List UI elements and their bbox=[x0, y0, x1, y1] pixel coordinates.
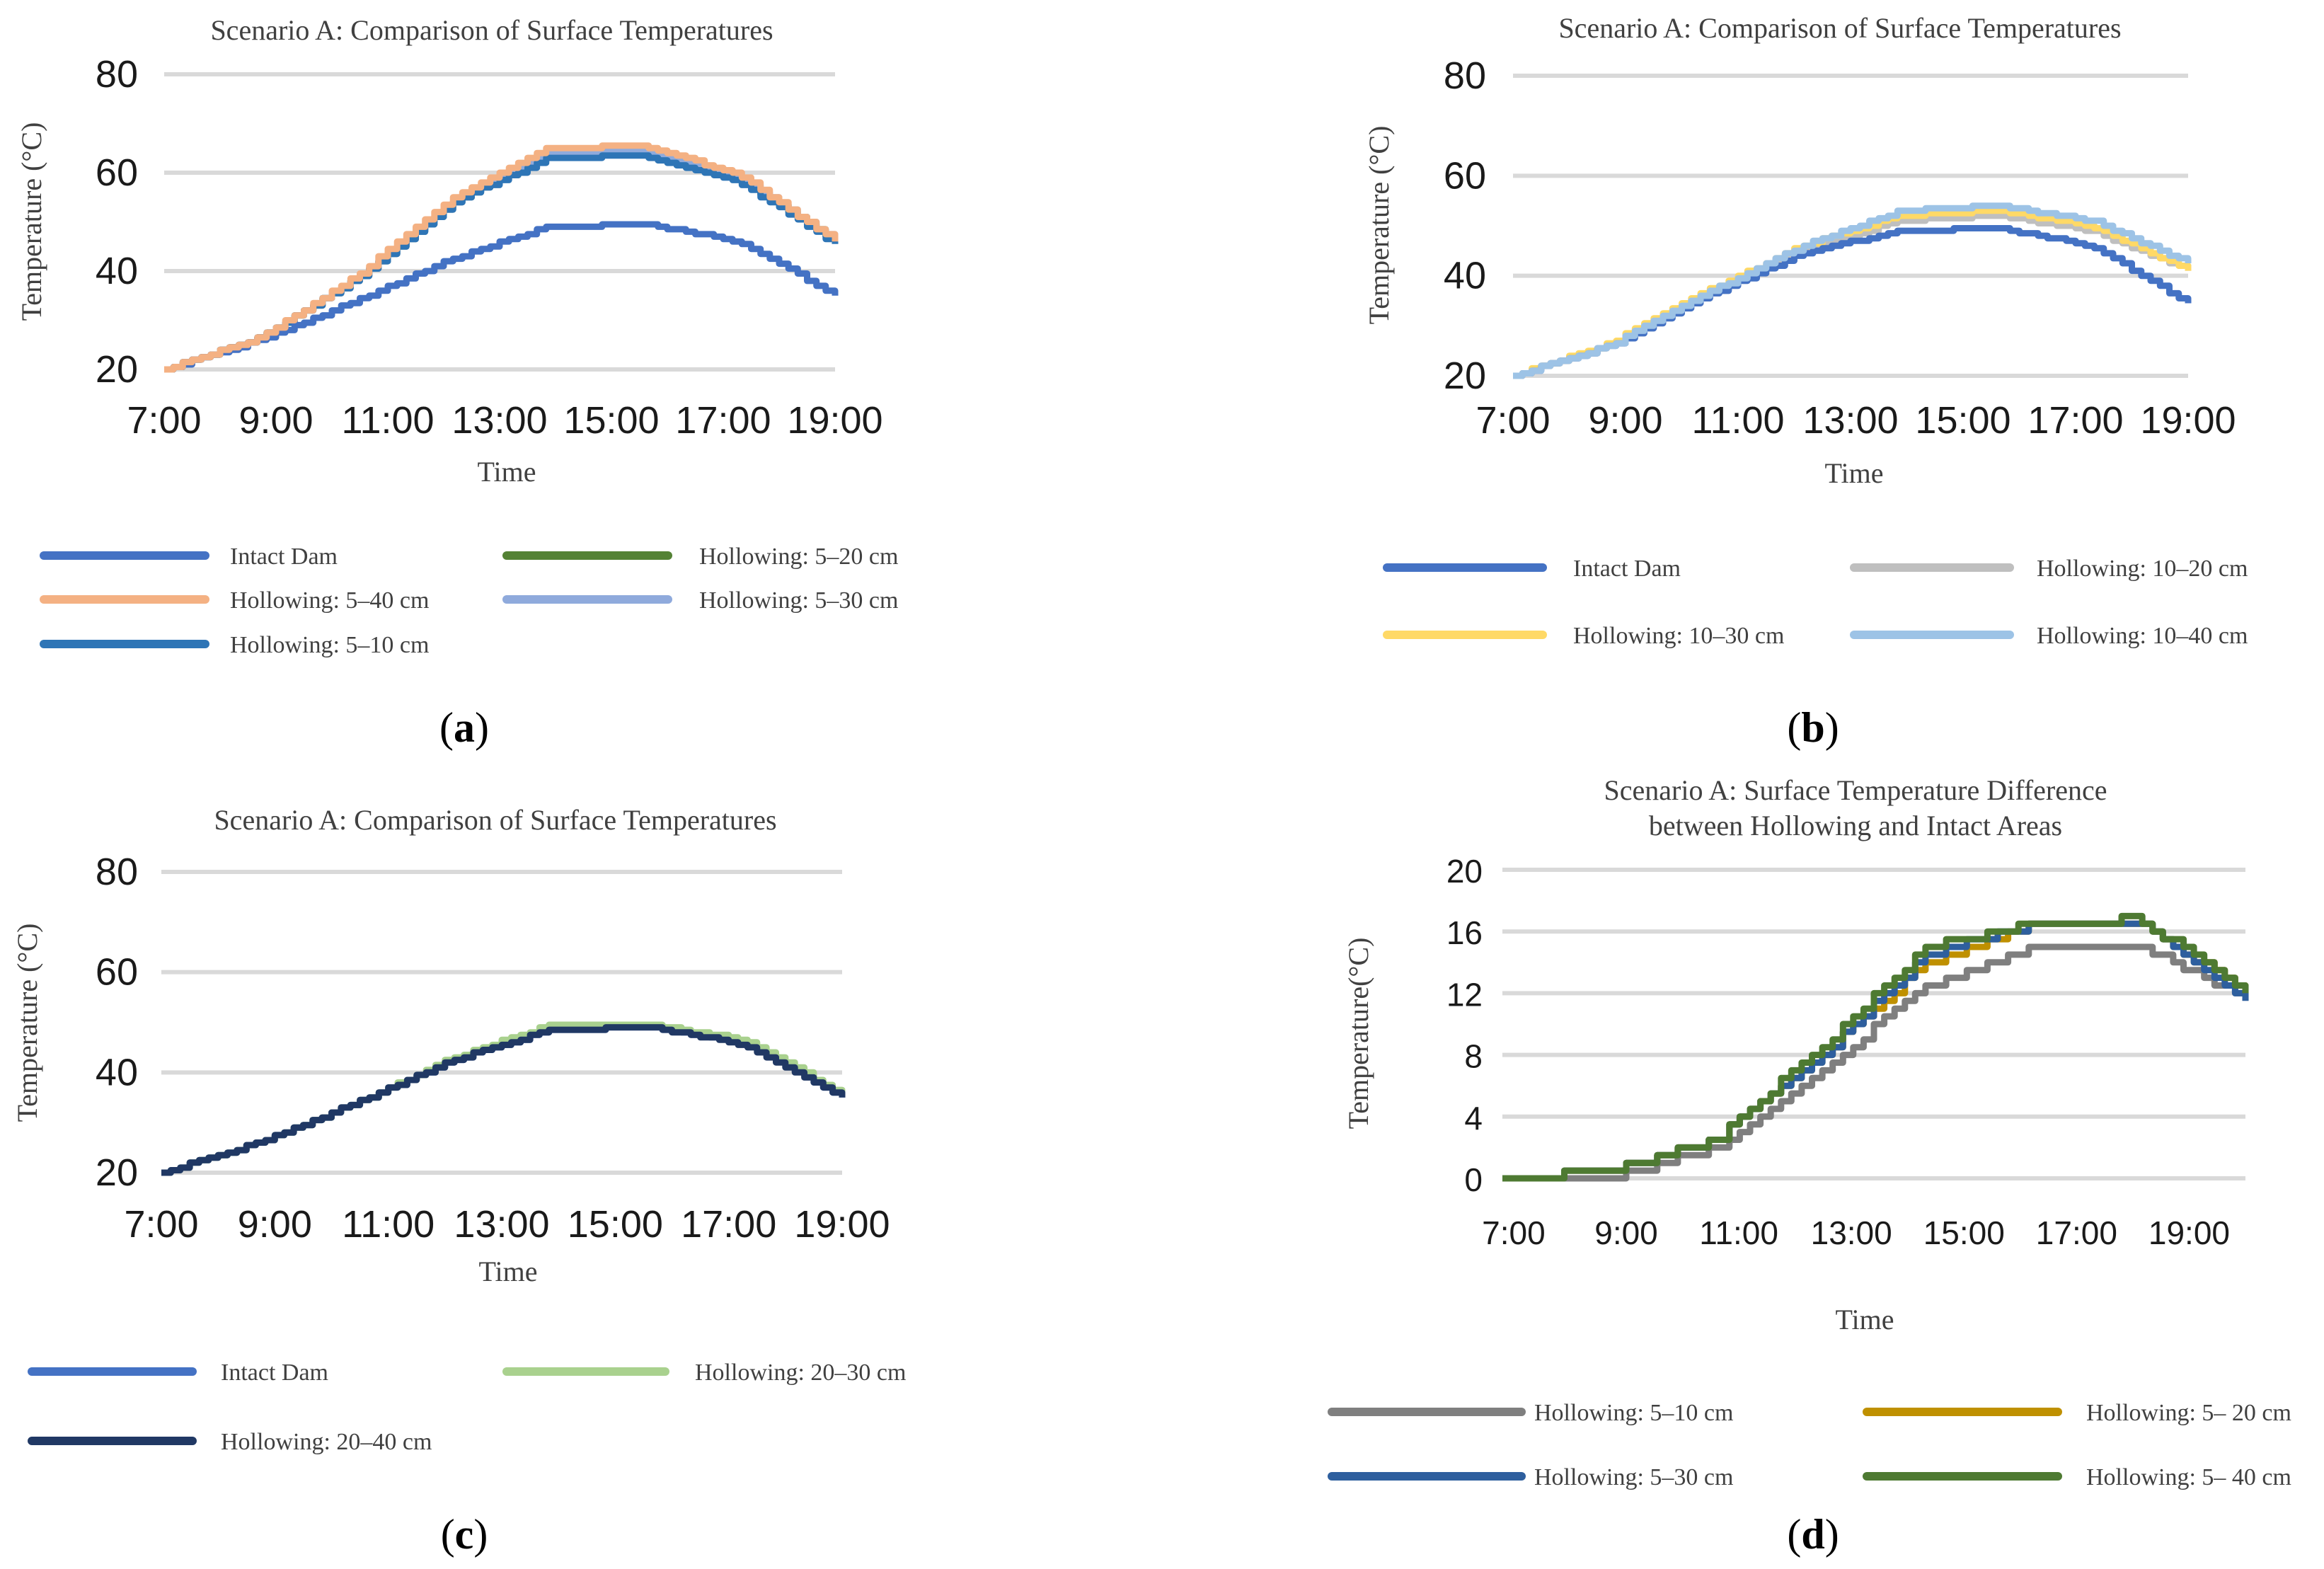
legend-label: Hollowing: 10–40 cm bbox=[2037, 623, 2248, 649]
series-line-4 bbox=[164, 142, 839, 373]
x-tick-label: 17:00 bbox=[2027, 399, 2123, 442]
x-tick-label: 11:00 bbox=[341, 399, 434, 442]
y-tick-label: 20 bbox=[96, 1151, 138, 1194]
series-line-2 bbox=[161, 1024, 846, 1176]
x-tick-label: 9:00 bbox=[238, 1203, 312, 1246]
legend-label: Hollowing: 10–30 cm bbox=[1573, 623, 1784, 649]
x-tick-label: 15:00 bbox=[1915, 399, 2011, 442]
x-tick-label: 11:00 bbox=[1691, 399, 1784, 442]
x-axis-label: Time bbox=[478, 1255, 537, 1287]
x-tick-label: 7:00 bbox=[1482, 1214, 1546, 1251]
y-tick-label: 0 bbox=[1464, 1161, 1483, 1198]
legend-label: Hollowing: 5–20 cm bbox=[699, 544, 898, 570]
legend-label: Hollowing: 5– 20 cm bbox=[2086, 1400, 2291, 1426]
y-axis-label: Temperature (°C) bbox=[16, 122, 47, 321]
chart-panel-c: Scenario A: Comparison of Surface Temper… bbox=[11, 804, 906, 1558]
x-tick-label: 11:00 bbox=[1699, 1214, 1778, 1251]
legend-label: Intact Dam bbox=[230, 544, 338, 570]
panel-label: (c) bbox=[441, 1511, 488, 1558]
legend-label: Hollowing: 20–30 cm bbox=[695, 1360, 906, 1386]
legend-label: Hollowing: 5–10 cm bbox=[1534, 1400, 1733, 1426]
series-line-1 bbox=[1502, 920, 2249, 1182]
x-tick-label: 19:00 bbox=[794, 1203, 890, 1246]
x-tick-label: 7:00 bbox=[1475, 399, 1550, 442]
x-tick-label: 13:00 bbox=[1802, 399, 1898, 442]
y-tick-label: 60 bbox=[1444, 154, 1486, 197]
legend-label: Hollowing: 5–40 cm bbox=[230, 587, 429, 614]
chart-panel-d: Scenario A: Surface Temperature Differen… bbox=[1328, 774, 2291, 1558]
x-tick-label: 13:00 bbox=[1811, 1214, 1892, 1251]
panel-label: (d) bbox=[1787, 1511, 1839, 1558]
y-axis-label: Temperature (°C) bbox=[11, 924, 43, 1122]
x-tick-label: 11:00 bbox=[342, 1203, 435, 1246]
y-tick-label: 60 bbox=[96, 151, 138, 194]
x-tick-label: 7:00 bbox=[124, 1203, 198, 1246]
panel-label: (a) bbox=[439, 704, 489, 751]
y-tick-label: 4 bbox=[1464, 1100, 1483, 1137]
x-tick-label: 19:00 bbox=[787, 399, 882, 442]
y-axis-label: Temperature(°C) bbox=[1342, 938, 1374, 1130]
series-line-3 bbox=[1513, 202, 2192, 379]
series-line-2 bbox=[1502, 920, 2249, 1182]
x-axis-label: Time bbox=[477, 456, 536, 488]
series-line-0 bbox=[1502, 943, 2245, 1182]
y-tick-label: 12 bbox=[1446, 976, 1483, 1013]
legend-label: Hollowing: 5– 40 cm bbox=[2086, 1464, 2291, 1490]
legend-label: Hollowing: 5–10 cm bbox=[230, 632, 429, 658]
chart-title: Scenario A: Surface Temperature Differen… bbox=[1604, 774, 2107, 806]
x-axis-label: Time bbox=[1824, 457, 1883, 489]
chart-panel-a: Scenario A: Comparison of Surface Temper… bbox=[16, 14, 898, 751]
panel-label: (b) bbox=[1787, 704, 1839, 751]
x-tick-label: 17:00 bbox=[681, 1203, 776, 1246]
x-tick-label: 13:00 bbox=[454, 1203, 549, 1246]
x-tick-label: 15:00 bbox=[568, 1203, 663, 1246]
legend-label: Hollowing: 10–20 cm bbox=[2037, 556, 2248, 582]
y-tick-label: 80 bbox=[96, 53, 138, 96]
chart-title: Scenario A: Comparison of Surface Temper… bbox=[1558, 12, 2121, 44]
x-tick-label: 19:00 bbox=[2148, 1214, 2230, 1251]
legend-label: Intact Dam bbox=[221, 1360, 328, 1386]
x-tick-label: 7:00 bbox=[127, 399, 201, 442]
y-tick-label: 20 bbox=[1446, 853, 1483, 890]
x-tick-label: 19:00 bbox=[2140, 399, 2236, 442]
y-tick-label: 16 bbox=[1446, 914, 1483, 951]
series-line-2 bbox=[1513, 225, 2192, 379]
chart-title: between Hollowing and Intact Areas bbox=[1649, 810, 2062, 841]
y-tick-label: 40 bbox=[96, 250, 138, 292]
y-axis-label: Temperature (°C) bbox=[1363, 126, 1395, 325]
y-tick-label: 40 bbox=[96, 1051, 138, 1093]
x-tick-label: 17:00 bbox=[2036, 1214, 2117, 1251]
x-tick-label: 13:00 bbox=[451, 399, 547, 442]
series-line-3 bbox=[1502, 912, 2249, 1182]
series-line-1 bbox=[1513, 207, 2192, 379]
x-tick-label: 17:00 bbox=[675, 399, 771, 442]
legend-label: Intact Dam bbox=[1573, 556, 1681, 582]
y-tick-label: 80 bbox=[1444, 54, 1486, 97]
y-tick-label: 20 bbox=[96, 348, 138, 391]
chart-panel-b: Scenario A: Comparison of Surface Temper… bbox=[1363, 12, 2248, 751]
x-tick-label: 9:00 bbox=[1594, 1214, 1658, 1251]
legend-label: Hollowing: 5–30 cm bbox=[1534, 1464, 1733, 1490]
x-tick-label: 9:00 bbox=[238, 399, 313, 442]
y-tick-label: 60 bbox=[96, 951, 138, 994]
x-tick-label: 15:00 bbox=[1923, 1214, 2005, 1251]
y-tick-label: 8 bbox=[1464, 1038, 1483, 1075]
y-tick-label: 80 bbox=[96, 851, 138, 893]
y-tick-label: 20 bbox=[1444, 355, 1486, 397]
y-tick-label: 40 bbox=[1444, 255, 1486, 297]
x-tick-label: 9:00 bbox=[1588, 399, 1662, 442]
legend-label: Hollowing: 20–40 cm bbox=[221, 1429, 432, 1455]
series-line-3 bbox=[164, 221, 839, 373]
legend-label: Hollowing: 5–30 cm bbox=[699, 587, 898, 614]
chart-title: Scenario A: Comparison of Surface Temper… bbox=[214, 804, 776, 836]
x-axis-label: Time bbox=[1835, 1304, 1894, 1335]
chart-title: Scenario A: Comparison of Surface Temper… bbox=[210, 14, 773, 46]
x-tick-label: 15:00 bbox=[563, 399, 659, 442]
